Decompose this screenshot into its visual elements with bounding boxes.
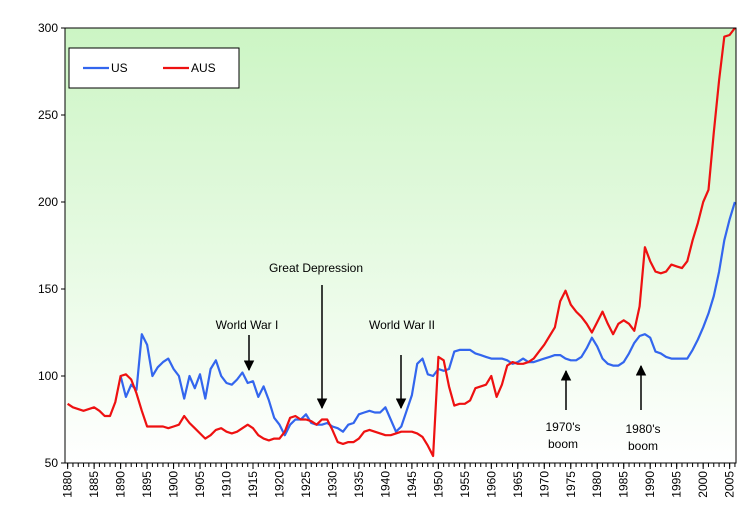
y-tick-label: 100	[38, 369, 58, 383]
annotation-text: Great Depression	[269, 261, 363, 275]
x-tick-label: 1925	[299, 471, 313, 498]
x-tick-label: 1900	[167, 471, 181, 498]
series-line	[66, 27, 736, 458]
series-line	[119, 201, 736, 437]
x-tick-label: 1920	[272, 471, 286, 498]
annotation-text: boom	[628, 439, 658, 453]
annotation-text: 1970's	[546, 420, 581, 434]
x-tick-label: 1980	[590, 471, 604, 498]
x-tick-label: 1975	[564, 471, 578, 498]
x-tick-label: 1950	[431, 471, 445, 498]
x-tick-label: 1945	[405, 471, 419, 498]
x-tick-label: 1960	[484, 471, 498, 498]
x-tick-label: 1885	[87, 471, 101, 498]
annotation-text: World War II	[369, 318, 435, 332]
x-tick-label: 1955	[458, 471, 472, 498]
x-tick-label: 2000	[696, 471, 710, 498]
x-tick-label: 1985	[617, 471, 631, 498]
x-tick-label: 1965	[511, 471, 525, 498]
x-tick-label: 1990	[643, 471, 657, 498]
annotation-text: World War I	[216, 318, 279, 332]
x-tick-label: 1915	[246, 471, 260, 498]
x-tick-label: 1895	[140, 471, 154, 498]
y-tick-label: 150	[38, 282, 58, 296]
annotation-text: 1980's	[626, 422, 661, 436]
x-tick-label: 1930	[325, 471, 339, 498]
legend-label: AUS	[191, 61, 216, 75]
legend-label: US	[111, 61, 128, 75]
x-tick-label: 1970	[537, 471, 551, 498]
y-tick-label: 200	[38, 195, 58, 209]
x-tick-label: 1935	[352, 471, 366, 498]
x-tick-label: 1940	[378, 471, 392, 498]
x-tick-label: 2005	[723, 471, 737, 498]
x-tick-label: 1905	[193, 471, 207, 498]
plot-frame	[64, 27, 737, 464]
x-tick-label: 1910	[220, 471, 234, 498]
y-tick-label: 300	[38, 21, 58, 35]
annotation-text: boom	[548, 437, 578, 451]
x-tick-label: 1890	[114, 471, 128, 498]
y-tick-label: 50	[45, 456, 59, 470]
y-tick-label: 250	[38, 108, 58, 122]
x-tick-label: 1880	[61, 471, 75, 498]
x-tick-label: 1995	[670, 471, 684, 498]
